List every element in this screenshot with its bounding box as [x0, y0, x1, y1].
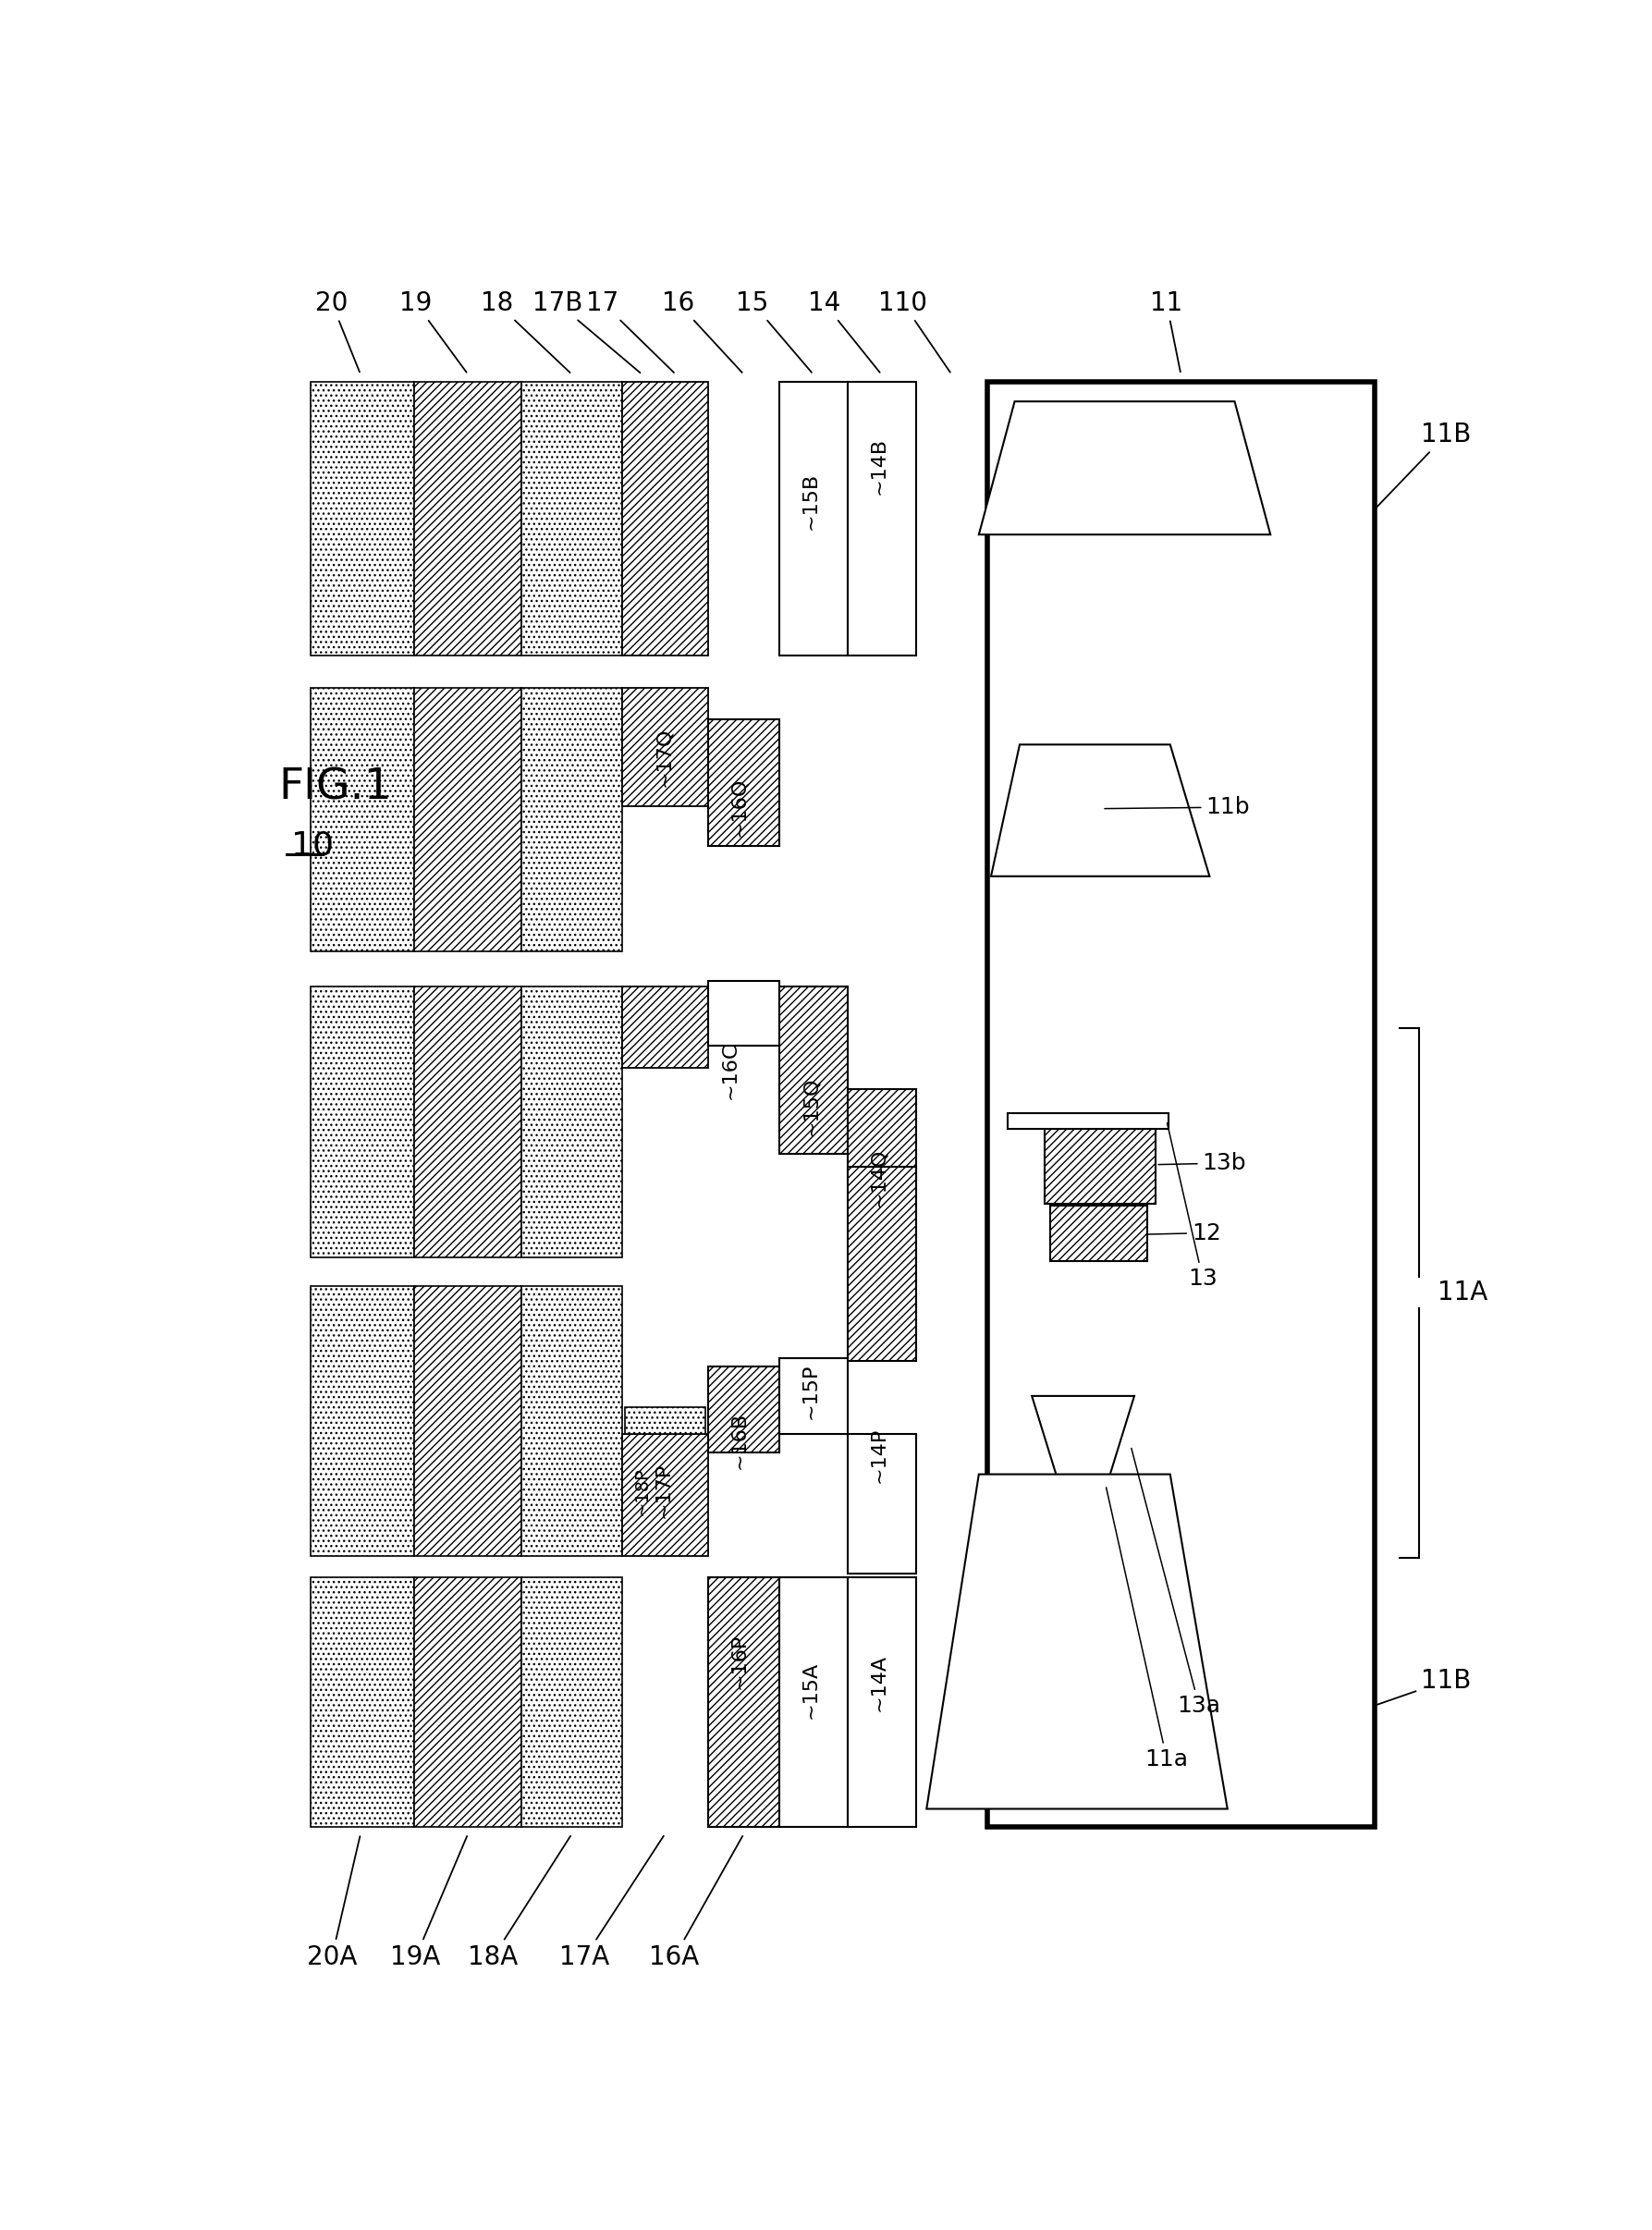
Bar: [311, 381, 415, 656]
Bar: [522, 687, 623, 950]
Text: ~14B: ~14B: [869, 437, 887, 495]
Text: ~18P: ~18P: [633, 1467, 651, 1514]
Text: 13b: 13b: [1158, 1153, 1246, 1175]
Bar: [709, 718, 780, 845]
Polygon shape: [1044, 1126, 1156, 1204]
Bar: [847, 1166, 915, 1360]
Text: ~16C: ~16C: [720, 1041, 738, 1099]
Text: 17B: 17B: [532, 290, 639, 372]
Bar: [624, 1407, 705, 1434]
Text: 20: 20: [316, 290, 360, 372]
Text: 12: 12: [1148, 1222, 1221, 1244]
Bar: [709, 1367, 780, 1454]
Text: 13a: 13a: [1132, 1447, 1221, 1717]
Text: 13: 13: [1166, 1124, 1218, 1289]
Text: 19: 19: [400, 290, 466, 372]
Bar: [709, 1577, 780, 1826]
Bar: [709, 981, 780, 1046]
Bar: [623, 687, 709, 805]
Text: 18: 18: [481, 290, 570, 372]
Text: ~14P: ~14P: [869, 1427, 887, 1483]
Bar: [415, 687, 522, 950]
Bar: [522, 1577, 623, 1826]
Text: 14: 14: [808, 290, 881, 372]
Bar: [1051, 1206, 1146, 1262]
Bar: [780, 1358, 847, 1434]
Text: ~17P: ~17P: [654, 1463, 672, 1519]
Polygon shape: [991, 745, 1209, 876]
Text: 11: 11: [1150, 290, 1183, 372]
Text: ~14Q: ~14Q: [869, 1148, 887, 1206]
Bar: [780, 381, 847, 656]
Bar: [415, 1287, 522, 1557]
Text: 19A: 19A: [390, 1835, 468, 1969]
Bar: [311, 986, 415, 1258]
Polygon shape: [1032, 1396, 1135, 1496]
Bar: [311, 687, 415, 950]
Text: ~16P: ~16P: [730, 1635, 748, 1690]
Text: 10: 10: [291, 830, 334, 861]
Bar: [415, 381, 522, 656]
Text: 18A: 18A: [468, 1835, 570, 1969]
Text: FIG.1: FIG.1: [278, 767, 392, 807]
Bar: [415, 1577, 522, 1826]
Bar: [1008, 1113, 1168, 1128]
Text: ~15B: ~15B: [801, 473, 819, 531]
Text: ~15A: ~15A: [801, 1661, 819, 1719]
Text: 16: 16: [662, 290, 742, 372]
Text: ~16Q: ~16Q: [730, 778, 748, 836]
Text: ~14A: ~14A: [869, 1655, 887, 1713]
Text: 11A: 11A: [1437, 1280, 1487, 1307]
Text: 110: 110: [879, 290, 950, 372]
Text: 11B: 11B: [1376, 1668, 1472, 1704]
Text: 17A: 17A: [560, 1835, 664, 1969]
Text: 15: 15: [737, 290, 811, 372]
Bar: [311, 1287, 415, 1557]
Bar: [988, 381, 1374, 1826]
Bar: [522, 381, 623, 656]
Bar: [623, 986, 709, 1068]
Bar: [847, 1434, 915, 1574]
Polygon shape: [980, 401, 1270, 535]
Bar: [847, 1577, 915, 1826]
Text: 11b: 11b: [1105, 796, 1251, 818]
Bar: [623, 1434, 709, 1557]
Text: ~16B: ~16B: [730, 1412, 748, 1470]
Text: 17: 17: [586, 290, 674, 372]
Bar: [780, 986, 847, 1153]
Text: 11a: 11a: [1107, 1487, 1188, 1771]
Bar: [311, 1577, 415, 1826]
Bar: [522, 986, 623, 1258]
Bar: [522, 1287, 623, 1557]
Bar: [847, 1088, 915, 1182]
Text: ~15P: ~15P: [801, 1363, 819, 1418]
Text: ~17Q: ~17Q: [654, 727, 672, 787]
Bar: [623, 381, 709, 656]
Text: 16A: 16A: [649, 1835, 743, 1969]
Text: ~15Q: ~15Q: [801, 1077, 819, 1135]
Text: 20A: 20A: [307, 1835, 360, 1969]
Polygon shape: [927, 1474, 1227, 1809]
Bar: [415, 986, 522, 1258]
Bar: [780, 1577, 847, 1826]
Bar: [847, 381, 915, 656]
Text: 11B: 11B: [1376, 421, 1472, 508]
